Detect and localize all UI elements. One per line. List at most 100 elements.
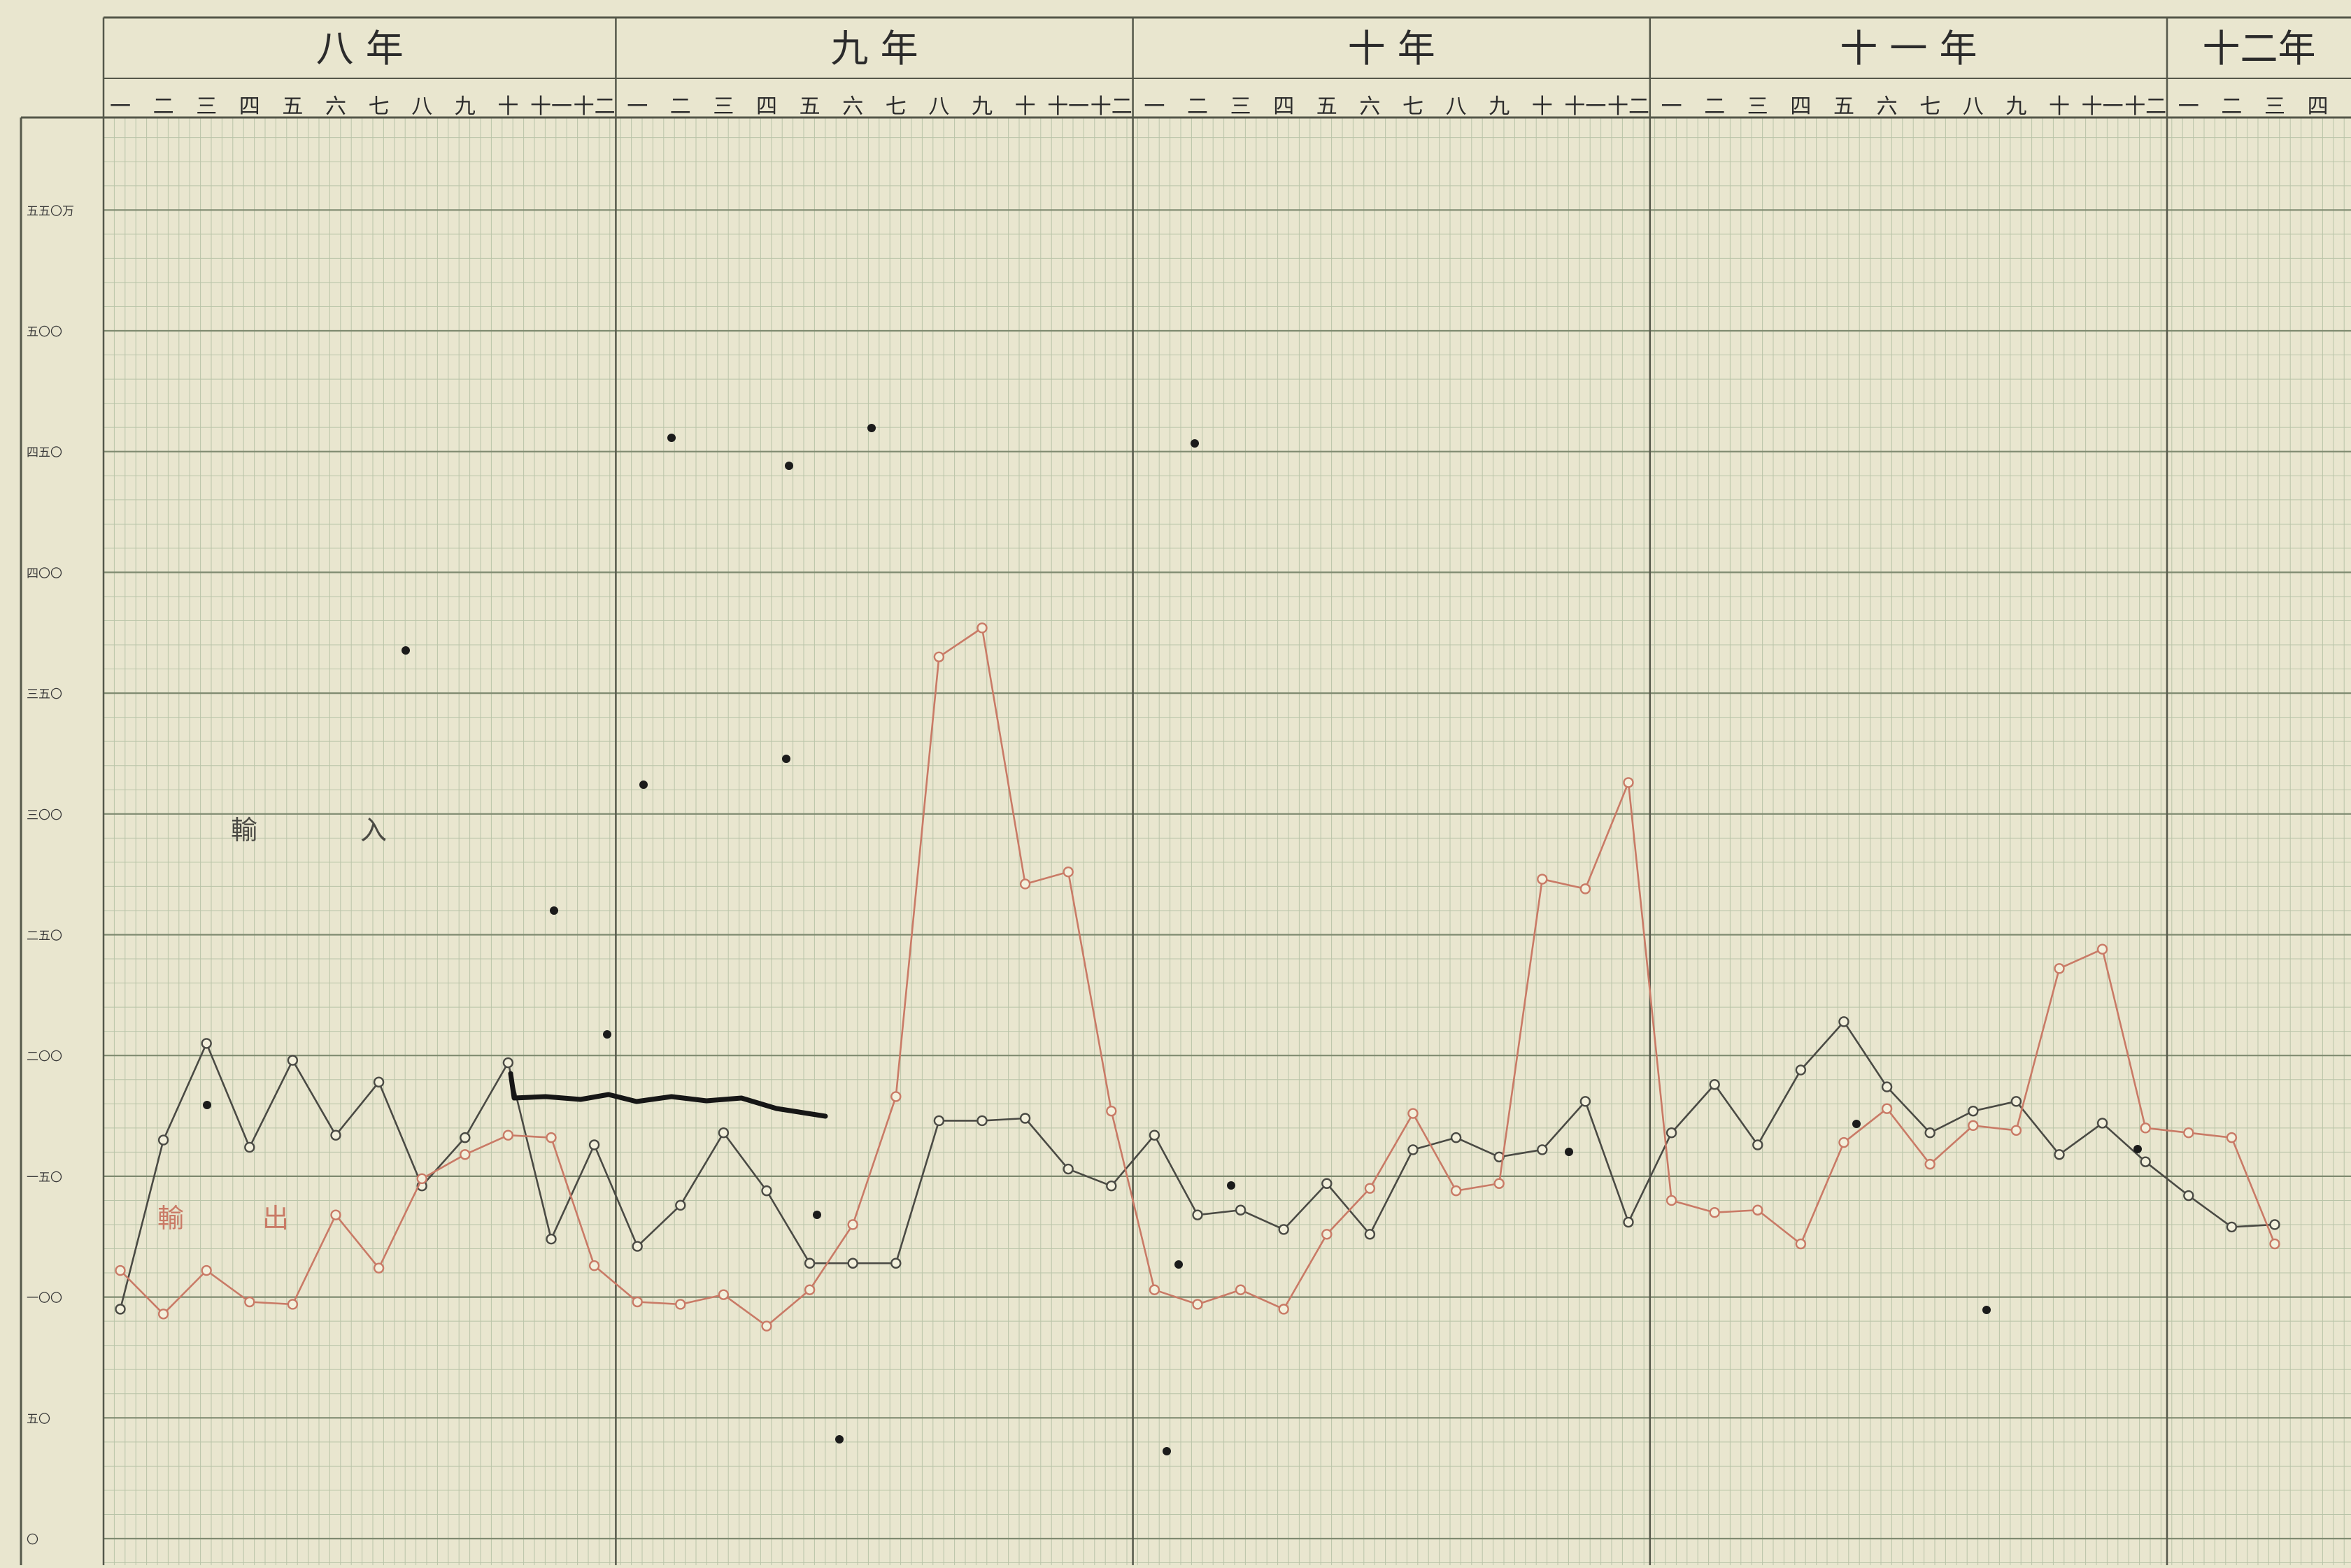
series-labels: 輸入輸出: [157, 815, 387, 1234]
month-label: 三: [1230, 94, 1251, 119]
data-point: [1752, 1204, 1763, 1216]
data-point: [330, 1129, 341, 1141]
year-label: 十 年: [1348, 27, 1435, 71]
data-point: [2096, 943, 2108, 955]
data-point: [416, 1173, 427, 1185]
data-point: [588, 1139, 600, 1150]
data-point: [933, 1115, 945, 1127]
data-point: [1278, 1304, 1289, 1315]
data-point: [546, 1132, 557, 1143]
month-label: 一: [1144, 94, 1165, 119]
month-label: 七: [1402, 94, 1423, 119]
ink-scribble: [508, 1071, 828, 1119]
data-point: [115, 1264, 126, 1276]
series-name-label: 出: [262, 1203, 289, 1234]
data-point: [1579, 883, 1591, 895]
month-label: 五: [1833, 94, 1854, 119]
data-point: [1063, 1163, 1074, 1175]
data-point: [1407, 1144, 1419, 1155]
month-label: 二: [2221, 94, 2242, 119]
data-point: [1579, 1096, 1591, 1107]
data-point: [1795, 1064, 1807, 1076]
ink-dot: [203, 1101, 211, 1109]
ink-dot: [1227, 1181, 1235, 1190]
data-point: [115, 1304, 126, 1315]
data-point: [1321, 1229, 1333, 1240]
data-point: [2096, 1118, 2108, 1129]
data-point: [1881, 1081, 1893, 1092]
data-point: [1192, 1299, 1203, 1310]
ink-dot: [813, 1211, 821, 1219]
data-point: [718, 1289, 730, 1300]
month-label: 三: [2264, 94, 2285, 119]
data-point: [1450, 1185, 1462, 1197]
data-point: [1709, 1078, 1720, 1090]
month-label: 五: [282, 94, 303, 119]
month-label: 六: [325, 94, 346, 119]
y-tick-label: 三〇〇: [27, 808, 62, 822]
month-label: 十一: [530, 94, 572, 119]
ink-dot: [639, 781, 648, 789]
month-label: 二: [153, 94, 174, 119]
ink-dot: [550, 906, 558, 915]
y-tick-label: 五〇〇: [27, 325, 62, 339]
data-point: [460, 1132, 471, 1143]
ink-dot: [1191, 439, 1199, 448]
month-label: 六: [1359, 94, 1380, 119]
data-point: [502, 1057, 514, 1069]
series-name-label: 輸: [157, 1203, 184, 1234]
month-label: 八: [1446, 94, 1467, 119]
data-point: [157, 1309, 169, 1320]
y-tick-label: 五五〇万: [27, 204, 74, 218]
data-point: [804, 1257, 816, 1269]
month-label: 十二: [1091, 94, 1132, 119]
data-point: [1924, 1158, 1936, 1170]
month-label: 二: [1187, 94, 1208, 119]
data-point: [804, 1284, 816, 1295]
data-point: [1795, 1238, 1807, 1250]
ink-dot: [835, 1435, 844, 1444]
month-label: 一: [1661, 94, 1682, 119]
month-label: 五: [800, 94, 821, 119]
data-point: [2010, 1096, 2022, 1107]
major-grid: [104, 209, 2351, 1540]
data-point: [675, 1299, 686, 1310]
data-point: [1968, 1105, 1979, 1117]
data-point: [2183, 1190, 2194, 1202]
month-label: 四: [239, 94, 260, 119]
data-point: [1752, 1139, 1763, 1150]
month-label: 二: [670, 94, 691, 119]
data-point: [502, 1129, 514, 1141]
data-point: [890, 1257, 902, 1269]
month-label: 九: [455, 94, 476, 119]
data-point: [1709, 1207, 1720, 1218]
month-label: 一: [627, 94, 648, 119]
month-label: 十一: [2082, 94, 2124, 119]
y-tick-label: 〇: [27, 1533, 38, 1547]
data-point: [244, 1141, 255, 1153]
month-label: 七: [369, 94, 390, 119]
data-point: [373, 1076, 385, 1088]
month-label: 四: [1273, 94, 1294, 119]
month-label: 十: [1532, 94, 1553, 119]
series-group: [115, 622, 2280, 1332]
chart-frame: [20, 16, 2351, 1565]
data-point: [1838, 1136, 1849, 1148]
month-label: 十一: [1564, 94, 1606, 119]
ink-dot: [1174, 1260, 1183, 1269]
data-point: [2140, 1122, 2151, 1134]
month-label: 十二: [2124, 94, 2166, 119]
y-tick-label: 一五〇: [27, 1171, 62, 1185]
y-tick-label: 四五〇: [27, 446, 62, 460]
month-label: 十: [2049, 94, 2070, 119]
ink-dot: [782, 755, 790, 763]
data-point: [2140, 1156, 2151, 1167]
series-name-label: 輸: [231, 815, 257, 846]
data-point: [718, 1127, 730, 1139]
month-label: 四: [756, 94, 777, 119]
data-point: [2054, 1149, 2065, 1160]
data-point: [2226, 1132, 2238, 1143]
year-label: 十二年: [2203, 27, 2316, 71]
data-point: [373, 1262, 385, 1274]
